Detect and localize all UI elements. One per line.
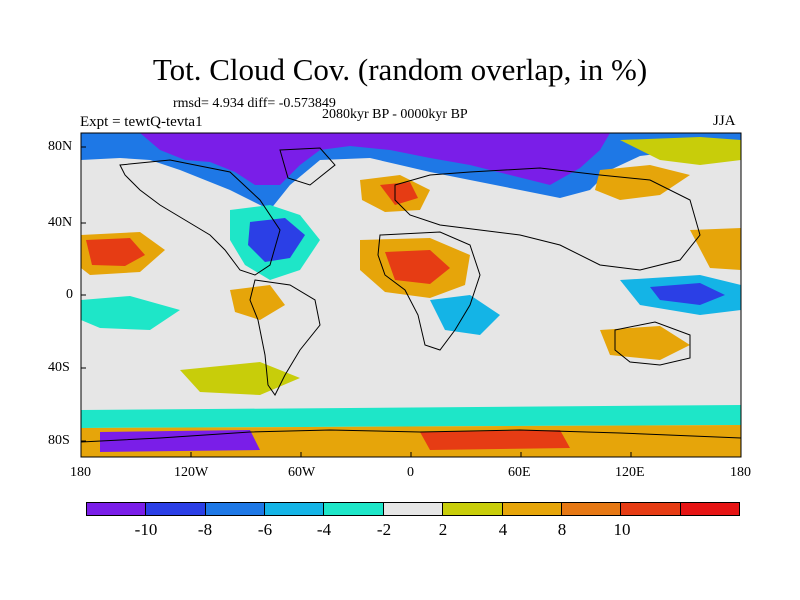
anomaly-antarctic-cyan bbox=[81, 405, 741, 428]
lon-label-180e: 180 bbox=[730, 465, 751, 480]
colorbar-label: -2 bbox=[376, 520, 392, 539]
anomaly-asia-orange bbox=[595, 165, 690, 200]
coast-greenland bbox=[279, 147, 336, 186]
anomaly-pacific-red bbox=[86, 238, 145, 266]
map-ticks bbox=[80, 146, 742, 457]
anomaly-australia-orange bbox=[600, 326, 690, 360]
colorbar-label: 10 bbox=[613, 520, 631, 539]
colorbar-label: -10 bbox=[134, 520, 158, 539]
lon-label-120w: 120W bbox=[174, 465, 209, 480]
colorbar-label: -6 bbox=[257, 520, 273, 539]
anomaly-siberia-yellow bbox=[620, 137, 741, 165]
lat-label-80s: 80S bbox=[48, 433, 70, 448]
lon-label-0: 0 bbox=[407, 465, 414, 480]
period-subtitle: 2080kyr BP - 0000kyr BP bbox=[322, 107, 468, 122]
anomaly-southern-yellow bbox=[180, 362, 300, 395]
coast-eurasia bbox=[394, 167, 701, 271]
lon-label-60w: 60W bbox=[288, 465, 316, 480]
anomaly-europe-red bbox=[380, 182, 418, 205]
anomaly-antarctic-violet bbox=[100, 430, 260, 452]
anomaly-arctic-violet bbox=[140, 133, 610, 185]
anomaly-africa-blue bbox=[430, 295, 500, 335]
colorbar-label: 4 bbox=[498, 520, 508, 539]
colorbar-swatch bbox=[502, 503, 562, 515]
anomaly-sahel-red bbox=[385, 250, 450, 284]
colorbar-label: 8 bbox=[557, 520, 567, 539]
colorbar-swatch bbox=[621, 503, 681, 515]
anomaly-samerica-orange bbox=[230, 285, 285, 320]
lon-label-60e: 60E bbox=[508, 465, 531, 480]
anomaly-antarctic-red bbox=[420, 430, 570, 450]
colorbar-label: -8 bbox=[197, 520, 213, 539]
colorbar-swatch bbox=[561, 503, 622, 515]
coast-south-america bbox=[249, 279, 321, 396]
colorbar-swatch bbox=[324, 503, 384, 515]
colorbar-swatch bbox=[383, 503, 444, 515]
lon-label-180w: 180 bbox=[70, 465, 91, 480]
anomaly-wpacific-blue bbox=[650, 283, 725, 305]
anomaly-field bbox=[81, 133, 741, 457]
lat-label-80n: 80N bbox=[48, 139, 73, 154]
map-title: Tot. Cloud Cov. (random overlap, in %) bbox=[152, 52, 648, 87]
lat-label-40s: 40S bbox=[48, 360, 70, 375]
colorbar-label: -4 bbox=[316, 520, 332, 539]
colorbar-swatch bbox=[205, 503, 266, 515]
anomaly-wpacific-orange bbox=[690, 228, 741, 270]
colorbar-swatch bbox=[680, 503, 739, 515]
anomaly-natl-blue bbox=[248, 218, 305, 262]
coast-north-america bbox=[119, 159, 281, 276]
colorbar-swatch bbox=[443, 503, 503, 515]
coast-australia bbox=[614, 321, 691, 366]
lat-label-40n: 40N bbox=[48, 215, 73, 230]
lon-label-120e: 120E bbox=[615, 465, 645, 480]
coast-africa bbox=[377, 231, 481, 351]
colorbar bbox=[86, 502, 740, 516]
lat-label-0: 0 bbox=[66, 287, 73, 302]
colorbar-label: 2 bbox=[438, 520, 448, 539]
anomaly-spacific-cyan bbox=[81, 296, 180, 330]
colorbar-swatch bbox=[146, 503, 206, 515]
coastlines bbox=[81, 147, 741, 443]
coast-antarctica bbox=[81, 429, 741, 443]
colorbar-swatch bbox=[87, 503, 147, 515]
stats-text: rmsd= 4.934 diff= -0.573849 bbox=[173, 96, 336, 111]
colorbar-swatch bbox=[265, 503, 325, 515]
season-label: JJA bbox=[713, 113, 736, 129]
experiment-label: Expt = tewtQ-tevta1 bbox=[80, 114, 203, 130]
